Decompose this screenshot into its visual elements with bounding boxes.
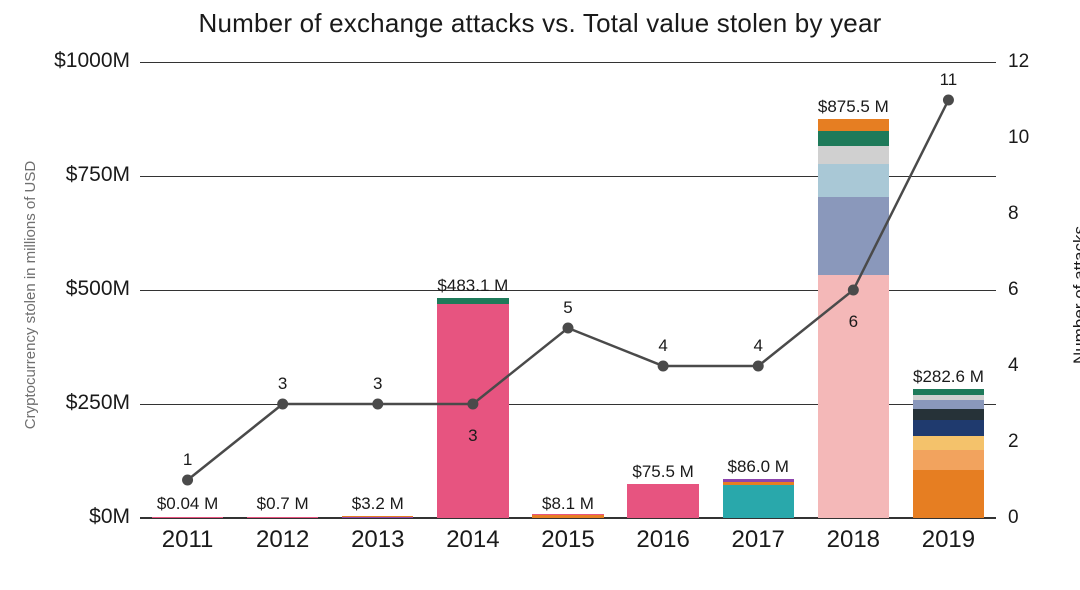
line-marker [658, 361, 669, 372]
x-tick-label: 2011 [140, 526, 235, 554]
line-marker [848, 285, 859, 296]
y-right-tick-label: 2 [1008, 431, 1019, 453]
x-tick-label: 2016 [616, 526, 711, 554]
y-left-tick-label: $0M [20, 505, 130, 529]
x-tick-label: 2015 [520, 526, 615, 554]
chart-title: Number of exchange attacks vs. Total val… [0, 8, 1080, 39]
y-left-tick-label: $250M [20, 391, 130, 415]
y-right-tick-label: 6 [1008, 279, 1019, 301]
x-tick-label: 2014 [425, 526, 520, 554]
line-marker [943, 95, 954, 106]
y-left-tick-label: $500M [20, 277, 130, 301]
y-right-tick-label: 8 [1008, 203, 1019, 225]
line-marker [277, 399, 288, 410]
x-tick-label: 2018 [806, 526, 901, 554]
line-marker [467, 399, 478, 410]
y-right-tick-label: 12 [1008, 51, 1029, 73]
line-marker [182, 475, 193, 486]
y-right-tick-label: 0 [1008, 507, 1019, 529]
line-series [140, 62, 996, 518]
y-left-tick-label: $750M [20, 163, 130, 187]
line-path [188, 100, 949, 480]
x-tick-label: 2013 [330, 526, 425, 554]
y-left-tick-label: $1000M [20, 49, 130, 73]
plot-area: $0.04 M$0.7 M$3.2 M$483.1 M$8.1 M$75.5 M… [140, 62, 996, 518]
line-marker [563, 323, 574, 334]
line-marker [372, 399, 383, 410]
x-tick-label: 2017 [711, 526, 806, 554]
y-axis-right-title: Number of attacks [1070, 226, 1080, 364]
x-tick-label: 2012 [235, 526, 330, 554]
y-right-tick-label: 10 [1008, 127, 1029, 149]
line-marker [753, 361, 764, 372]
x-tick-label: 2019 [901, 526, 996, 554]
chart-container: Number of exchange attacks vs. Total val… [0, 0, 1080, 590]
y-right-tick-label: 4 [1008, 355, 1019, 377]
